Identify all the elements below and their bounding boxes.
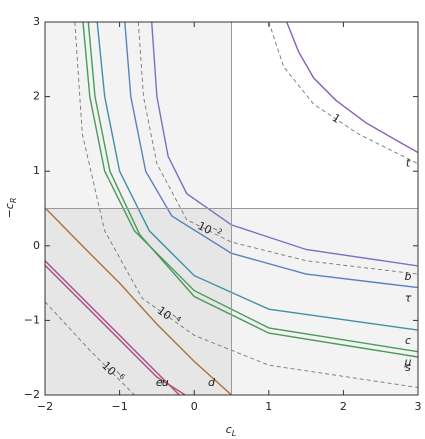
curve — [124, 22, 418, 289]
y-tick-label: 0 — [33, 239, 40, 252]
series-label: u — [162, 376, 169, 389]
x-label-sub: L — [232, 429, 236, 438]
series-label: d — [208, 376, 216, 389]
contour-label: 10−2 — [196, 218, 224, 241]
curve — [286, 22, 418, 154]
x-tick-label: 1 — [265, 400, 272, 413]
y-tick-label: 3 — [33, 15, 40, 28]
x-tick-label: 0 — [191, 400, 198, 413]
contour-label-base: 1 — [330, 111, 343, 126]
curve — [45, 260, 180, 395]
curve — [151, 22, 418, 267]
series-label: s — [405, 361, 411, 374]
x-axis-label: cL — [226, 423, 237, 438]
series-label: τ — [405, 292, 412, 305]
y-label-base: −c — [3, 203, 16, 218]
y-tick-label: −2 — [24, 388, 40, 401]
curve — [45, 207, 232, 395]
x-label-base: c — [226, 423, 232, 436]
contour-line — [45, 301, 135, 395]
x-tick-label: 3 — [415, 400, 422, 413]
series-label: μ — [404, 356, 412, 369]
y-tick-label: 1 — [33, 164, 40, 177]
plot — [45, 22, 418, 395]
contour-label-exp: −2 — [211, 225, 224, 237]
curve — [82, 22, 418, 353]
y-label-sub: R — [9, 198, 18, 204]
contour-label-bg — [0, 0, 10, 5]
x-tick-label: 2 — [340, 400, 347, 413]
curve — [45, 264, 186, 395]
region — [45, 22, 232, 209]
series-label: e — [156, 376, 163, 389]
y-axis-label: −cR — [3, 198, 18, 219]
contour-label-bg — [0, 0, 10, 5]
contour-line — [268, 22, 418, 165]
series-label: b — [405, 270, 412, 283]
contour-line — [137, 22, 418, 275]
curve — [96, 22, 418, 331]
contour-label-base: 10 — [196, 219, 214, 237]
series-label: t — [406, 157, 411, 170]
y-tick-label: 2 — [33, 90, 40, 103]
x-tick-label: −2 — [37, 400, 53, 413]
contour-label-bg — [0, 0, 10, 5]
y-tick-label: −1 — [24, 313, 40, 326]
contour-line — [74, 22, 418, 388]
region — [231, 208, 418, 395]
plot-frame — [44, 21, 419, 396]
series-label: c — [405, 334, 411, 347]
curve — [87, 22, 418, 358]
x-tick-label: −1 — [111, 400, 127, 413]
contour-label: 1 — [330, 111, 343, 126]
contour-label-bg — [0, 0, 10, 5]
